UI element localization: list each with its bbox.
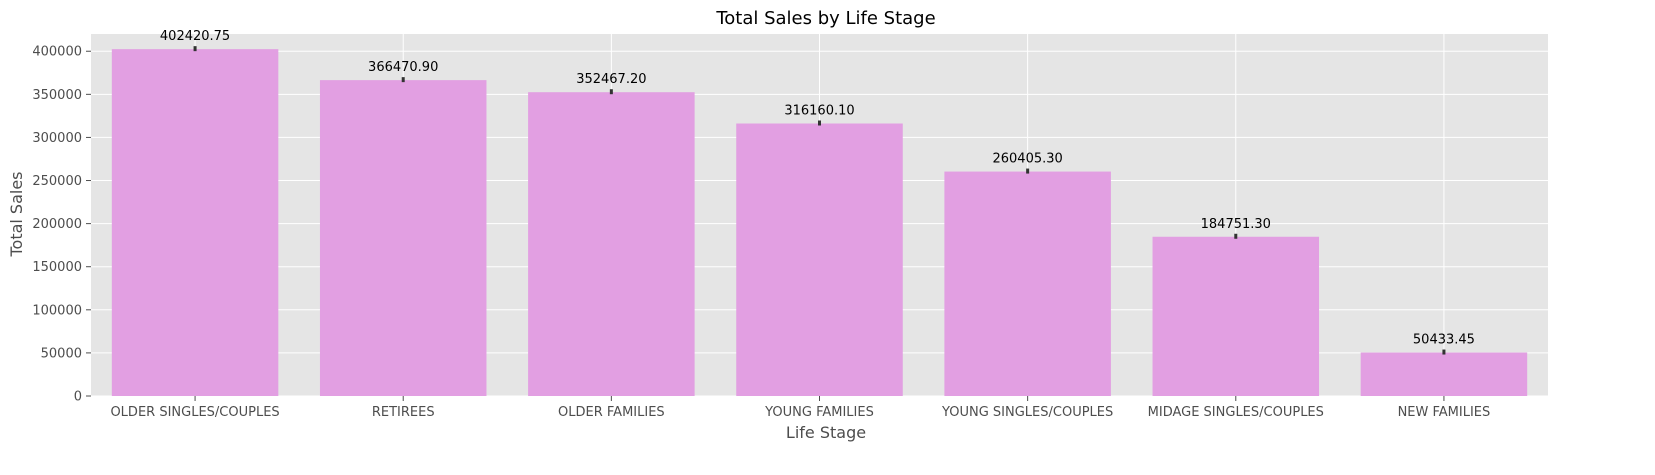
bar-value-label: 50433.45 [1413, 333, 1475, 348]
y-tick-label: 250000 [32, 174, 82, 189]
x-tick-label: OLDER SINGLES/COUPLES [110, 405, 279, 420]
bar [319, 80, 487, 396]
bar-value-label: 260405.30 [992, 152, 1062, 167]
bar-value-label: 352467.20 [576, 72, 646, 87]
bar-value-label: 316160.10 [784, 104, 854, 119]
y-tick-label: 200000 [32, 217, 82, 232]
x-tick-label: RETIREES [372, 405, 435, 420]
bar [528, 92, 695, 396]
y-axis: 0 50000 100000 150000 200000 250000 300000 3500… [32, 45, 91, 405]
x-tick-label: MIDAGE SINGLES/COUPLES [1148, 405, 1324, 420]
bar [944, 171, 1111, 396]
y-axis-label: Total Sales [7, 171, 26, 257]
x-tick-label: YOUNG FAMILIES [764, 405, 874, 420]
y-tick-label: 100000 [32, 303, 82, 318]
x-tick-label: OLDER FAMILIES [558, 405, 665, 420]
y-tick-label: 50000 [41, 346, 82, 361]
y-tick-label: 400000 [32, 45, 82, 60]
chart-title: Total Sales by Life Stage [715, 8, 935, 29]
bar-value-label: 184751.30 [1201, 217, 1271, 232]
x-axis-label: Life Stage [786, 423, 866, 442]
y-tick-label: 150000 [32, 260, 82, 275]
bar [1152, 236, 1320, 396]
bar-value-label: 402420.75 [160, 29, 230, 44]
bar [111, 49, 279, 396]
y-tick-label: 0 [74, 390, 82, 405]
y-tick-label: 300000 [32, 131, 82, 146]
bar [1360, 352, 1528, 396]
bars: 402420.75 366470.90 352467.20 316160.10 2604… [111, 29, 1528, 396]
x-tick-label: YOUNG SINGLES/COUPLES [941, 405, 1113, 420]
x-axis: OLDER SINGLES/COUPLES RETIREES OLDER FAMIL… [110, 396, 1490, 420]
x-tick-label: NEW FAMILIES [1398, 405, 1491, 420]
bar-value-label: 366470.90 [368, 60, 438, 75]
y-tick-label: 350000 [32, 88, 82, 103]
bar [736, 123, 903, 396]
